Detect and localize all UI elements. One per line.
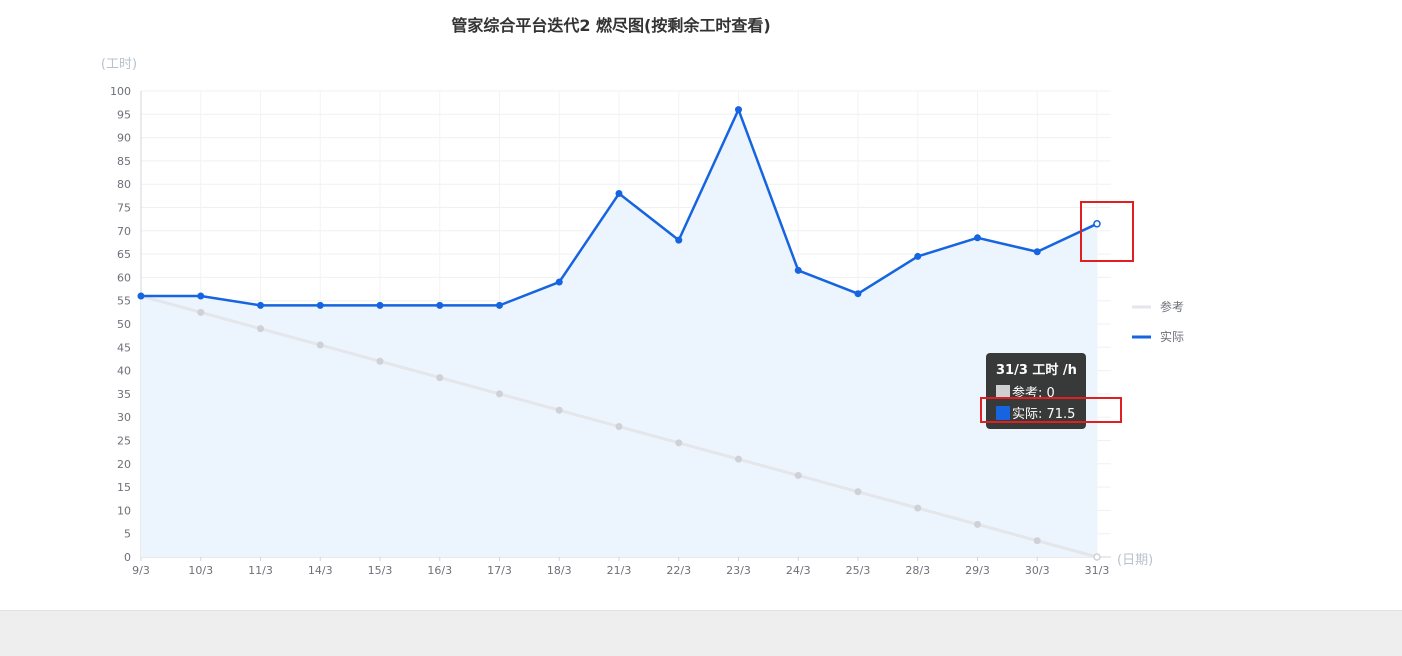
y-tick-label: 70 [117,225,131,238]
y-axis-name: (工时) [101,57,137,72]
y-tick-label: 35 [117,388,131,401]
burndown-chart: 管家综合平台迭代2 燃尽图(按剩余工时查看) (工时) (日期) 0 5 10 15 2… [101,16,1184,577]
reference-swatch [996,384,1010,399]
y-tick-label: 100 [110,85,131,98]
chart-title: 管家综合平台迭代2 燃尽图(按剩余工时查看) [451,16,770,35]
x-axis-name: (日期) [1117,553,1153,568]
data-point-reference [1093,553,1101,561]
x-tick-label: 17/3 [487,564,512,577]
data-point-actual [794,266,802,274]
data-point-actual [436,301,444,309]
data-point-reference [376,357,384,365]
data-point-reference [257,325,264,333]
x-tick-label: 28/3 [905,564,930,577]
x-tick-label: 24/3 [786,564,811,577]
y-tick-label: 50 [117,318,131,331]
data-point-reference [794,471,802,479]
data-point-actual [137,292,145,300]
y-tick-label: 15 [117,481,131,494]
y-tick-label: 55 [117,295,131,308]
series-area-actual [141,109,1097,557]
x-tick-label: 22/3 [666,564,691,577]
data-point-reference [914,504,922,512]
data-point-reference [197,308,205,316]
data-point-reference [436,374,444,382]
x-tick-label: 10/3 [188,564,213,577]
y-tick-label: 95 [117,108,131,121]
y-tick-label: 60 [117,271,131,284]
data-point-reference [974,520,981,528]
x-tick-label: 23/3 [726,564,751,577]
y-tick-label: 20 [117,458,131,471]
ticks-layer: 0 5 10 15 20 25 30 35 40 45 50 55 60 65 70 75 80 85 90 95 10… [110,85,1109,577]
data-point-actual [1093,220,1101,228]
x-tick-label: 31/3 [1085,564,1110,577]
data-point-reference [496,390,503,398]
y-tick-label: 40 [117,365,131,378]
y-tick-label: 85 [117,155,131,168]
x-tick-label: 9/3 [132,564,150,577]
tooltip-title: 31/3 工时 /h [996,363,1077,378]
data-point-reference [555,406,563,414]
data-point-actual [257,301,264,309]
data-point-actual [735,106,742,114]
data-point-actual [615,190,623,198]
data-point-actual [555,278,563,286]
x-tick-label: 25/3 [846,564,871,577]
data-point-actual [974,234,981,242]
highlight-box-tooltip-row [980,397,1122,423]
x-tick-label: 14/3 [308,564,333,577]
footer-bar [0,610,1402,656]
highlight-box-last-point [1080,201,1134,262]
x-tick-label: 29/3 [965,564,990,577]
data-point-actual [316,301,324,309]
tooltip-row-actual: 实际: 71.5 [996,403,1076,422]
tooltip-row-label: 实际: 71.5 [1012,407,1076,422]
data-tooltip: 31/3 工时 /h 参考: 0 实际: 71.5 [986,353,1086,429]
y-tick-label: 25 [117,435,131,448]
data-point-reference [1033,537,1041,545]
data-point-actual [197,292,205,300]
data-point-reference [854,488,862,496]
y-tick-label: 80 [117,178,131,191]
data-point-actual [854,290,862,298]
y-tick-label: 0 [124,551,131,564]
legend-label-reference: 参考 [1160,299,1184,314]
legend-label-actual: 实际 [1160,329,1184,344]
x-tick-label: 11/3 [248,564,273,577]
actual-swatch [996,405,1010,420]
data-point-reference [735,455,742,463]
x-tick-label: 21/3 [607,564,632,577]
data-point-actual [496,301,503,309]
x-tick-label: 16/3 [427,564,452,577]
data-point-reference [615,423,623,431]
y-tick-label: 10 [117,504,131,517]
x-tick-label: 15/3 [368,564,393,577]
y-tick-label: 45 [117,341,131,354]
points-layer [137,106,1101,561]
y-tick-label: 90 [117,132,131,145]
data-point-reference [316,341,324,349]
data-point-actual [675,236,683,244]
y-tick-label: 5 [124,528,131,541]
data-point-actual [1033,248,1041,256]
chart-panel: 管家综合平台迭代2 燃尽图(按剩余工时查看) (工时) (日期) 0 5 10 15 2… [100,16,1185,577]
data-point-actual [914,252,922,260]
y-tick-label: 65 [117,248,131,261]
x-tick-label: 30/3 [1025,564,1050,577]
y-tick-label: 30 [117,411,131,424]
data-point-reference [675,439,683,447]
y-tick-label: 75 [117,202,131,215]
area-layer [141,109,1097,557]
x-tick-label: 18/3 [547,564,572,577]
data-point-actual [376,301,384,309]
